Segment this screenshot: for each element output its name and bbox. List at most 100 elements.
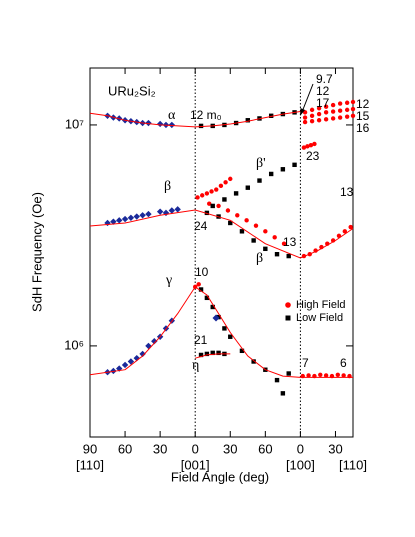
point (274, 377, 280, 383)
point (263, 246, 268, 252)
point (309, 113, 315, 118)
point (198, 352, 204, 358)
point (207, 201, 212, 206)
point (110, 218, 117, 225)
x-tick-label: 30 (328, 441, 342, 456)
point (302, 119, 308, 125)
point (168, 121, 176, 129)
point (195, 195, 200, 200)
annotation: β (164, 179, 171, 194)
arrow (301, 83, 314, 113)
point (330, 102, 336, 108)
point (245, 118, 250, 123)
point (280, 167, 286, 172)
point (235, 213, 240, 218)
point (323, 117, 329, 122)
point (342, 229, 348, 234)
annotation: 17 (316, 96, 330, 110)
annotation: 13 (283, 235, 297, 249)
point (316, 106, 322, 111)
chart-title: URu₂Si₂ (108, 83, 156, 98)
point (305, 144, 310, 149)
point (312, 141, 317, 147)
point (286, 371, 291, 376)
point (323, 373, 329, 378)
point (251, 359, 256, 364)
point (309, 107, 315, 113)
annotation: 15 (356, 109, 370, 123)
point (330, 116, 336, 121)
point (323, 104, 329, 109)
point (263, 229, 268, 234)
point (168, 207, 176, 214)
x-tick-label: 60 (258, 441, 272, 456)
point (210, 203, 215, 209)
y-tick-label: 10⁷ (65, 116, 84, 131)
point (210, 304, 215, 310)
point (127, 214, 135, 221)
point (309, 118, 315, 124)
point (222, 197, 227, 202)
point (156, 208, 164, 215)
annotation: 24 (194, 219, 208, 233)
annotation: 7 (302, 356, 309, 370)
arrowhead (300, 108, 305, 116)
point (198, 123, 204, 129)
point (330, 109, 336, 114)
point (268, 113, 274, 118)
point (145, 342, 152, 350)
point (210, 350, 215, 356)
point (216, 350, 221, 356)
point (302, 110, 308, 115)
point (316, 118, 322, 123)
point (174, 206, 181, 213)
point (139, 212, 146, 219)
point (204, 295, 210, 301)
point (301, 145, 307, 150)
fit-line (89, 111, 301, 128)
point (318, 372, 323, 377)
x-tick-label: 60 (118, 441, 132, 456)
point (337, 101, 343, 106)
point (139, 350, 146, 358)
direction-label: [110] (339, 457, 367, 472)
point (228, 334, 233, 339)
legend-label: High Field (296, 299, 346, 311)
point (218, 183, 224, 189)
point (145, 210, 152, 218)
point (239, 348, 245, 354)
point (280, 391, 286, 396)
legend-label: Low Field (296, 312, 343, 324)
point (272, 235, 277, 240)
point (104, 219, 111, 227)
point (204, 351, 210, 357)
point (228, 220, 233, 226)
point (133, 354, 140, 362)
plot-frame (89, 67, 354, 438)
legend-marker (212, 314, 220, 322)
point (127, 358, 135, 365)
point (268, 171, 274, 177)
point (151, 338, 158, 345)
point (341, 373, 346, 378)
direction-label: [110] (76, 457, 104, 472)
point (216, 203, 221, 209)
annotation: 10 (195, 265, 209, 279)
point (239, 229, 245, 234)
point (156, 120, 164, 128)
legend-marker (285, 315, 291, 321)
point (253, 223, 259, 228)
annotation: 23 (306, 149, 320, 163)
direction-label: [100] (286, 457, 315, 472)
point (323, 110, 329, 115)
point (251, 238, 256, 243)
annotation: 12 m₀ (190, 108, 222, 122)
point (281, 241, 287, 246)
point (344, 114, 350, 119)
point (223, 180, 228, 185)
point (306, 373, 311, 378)
x-axis-label: Field Angle (deg) (171, 469, 269, 484)
annotation: 6 (340, 356, 347, 370)
point (225, 208, 231, 213)
annotation: α (168, 108, 176, 123)
